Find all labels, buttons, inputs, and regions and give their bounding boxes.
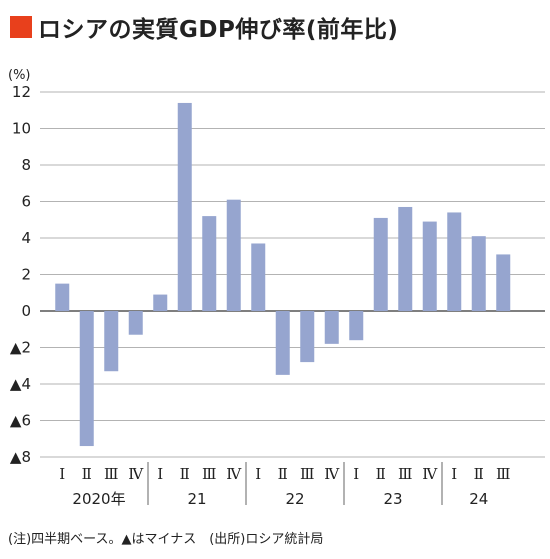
quarter-label: Ⅳ bbox=[226, 465, 242, 483]
bar bbox=[300, 311, 315, 363]
y-tick-label: 2 bbox=[21, 266, 31, 284]
y-unit-label: (%) bbox=[8, 68, 31, 83]
year-label: 22 bbox=[285, 490, 304, 508]
bar bbox=[447, 212, 462, 311]
y-tick-label: 10 bbox=[12, 120, 31, 138]
bar bbox=[349, 311, 364, 341]
quarter-label: Ⅱ bbox=[180, 465, 190, 483]
quarter-label: Ⅳ bbox=[324, 465, 340, 483]
bar bbox=[422, 221, 437, 311]
y-tick-label: 0 bbox=[21, 302, 31, 320]
quarter-label: Ⅳ bbox=[128, 465, 144, 483]
bar bbox=[128, 311, 143, 335]
quarter-label: Ⅲ bbox=[202, 465, 216, 483]
quarter-label: Ⅲ bbox=[300, 465, 314, 483]
bar bbox=[79, 311, 94, 447]
quarter-label: Ⅰ bbox=[59, 465, 65, 483]
bar bbox=[398, 206, 413, 311]
quarter-label: Ⅳ bbox=[422, 465, 438, 483]
year-label: 24 bbox=[469, 490, 488, 508]
y-tick-label: 6 bbox=[21, 193, 31, 211]
quarter-label: Ⅰ bbox=[353, 465, 359, 483]
title-block: ロシアの実質GDP伸び率(前年比) bbox=[10, 8, 398, 46]
quarter-label: Ⅰ bbox=[157, 465, 163, 483]
bar bbox=[202, 216, 217, 311]
y-tick-label: ▲2 bbox=[10, 339, 31, 357]
y-tick-label: ▲8 bbox=[10, 448, 31, 466]
bar bbox=[226, 199, 241, 311]
y-tick-label: 8 bbox=[21, 156, 31, 174]
y-tick-label: 4 bbox=[21, 229, 31, 247]
bar bbox=[251, 243, 266, 311]
bar bbox=[471, 236, 486, 311]
quarter-label: Ⅱ bbox=[278, 465, 288, 483]
bar bbox=[104, 311, 119, 372]
year-label: 21 bbox=[187, 490, 206, 508]
bar bbox=[55, 283, 70, 311]
quarter-label: Ⅲ bbox=[398, 465, 412, 483]
quarter-label: Ⅱ bbox=[82, 465, 92, 483]
bar bbox=[275, 311, 290, 375]
quarter-label: Ⅲ bbox=[496, 465, 510, 483]
y-tick-label: ▲4 bbox=[10, 375, 31, 393]
year-label: 2020年 bbox=[72, 490, 125, 508]
year-label: 23 bbox=[383, 490, 402, 508]
quarter-label: Ⅱ bbox=[474, 465, 484, 483]
bar bbox=[496, 254, 511, 311]
y-tick-label: 12 bbox=[12, 83, 31, 101]
quarter-label: Ⅰ bbox=[255, 465, 261, 483]
quarter-label: Ⅲ bbox=[104, 465, 118, 483]
bar bbox=[153, 294, 168, 311]
quarter-label: Ⅱ bbox=[376, 465, 386, 483]
bar bbox=[373, 217, 388, 311]
title-accent-square bbox=[10, 16, 32, 38]
y-tick-label: ▲6 bbox=[10, 412, 31, 430]
chart-title: ロシアの実質GDP伸び率(前年比) bbox=[38, 17, 399, 43]
quarter-label: Ⅰ bbox=[451, 465, 457, 483]
bar bbox=[324, 311, 339, 344]
bar bbox=[177, 102, 192, 311]
source-note: (注)四半期ベース。▲はマイナス (出所)ロシア統計局 bbox=[8, 532, 324, 547]
